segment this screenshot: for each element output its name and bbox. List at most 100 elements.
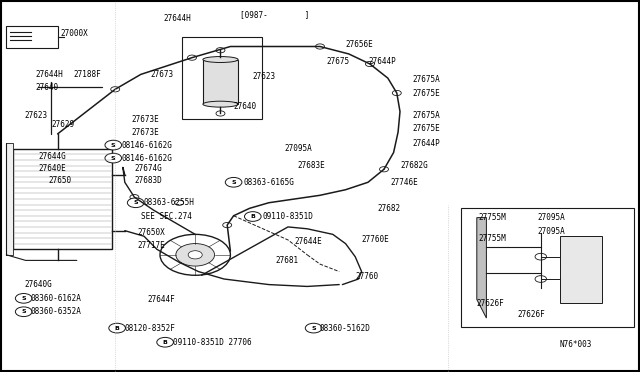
- Circle shape: [15, 294, 32, 303]
- Text: S: S: [21, 309, 26, 314]
- Circle shape: [223, 222, 232, 228]
- Text: S: S: [21, 296, 26, 301]
- Bar: [182, 37, 262, 119]
- Circle shape: [535, 253, 547, 260]
- Polygon shape: [477, 218, 486, 318]
- Circle shape: [175, 200, 184, 205]
- Text: 27673E: 27673E: [131, 128, 159, 137]
- Bar: [6, 26, 58, 48]
- Circle shape: [365, 61, 374, 67]
- Text: 27640: 27640: [35, 83, 58, 92]
- Circle shape: [216, 48, 225, 53]
- Circle shape: [15, 307, 32, 317]
- Circle shape: [109, 323, 125, 333]
- Text: SEE SEC.274: SEE SEC.274: [141, 212, 191, 221]
- Bar: [13, 149, 112, 249]
- Text: 27755M: 27755M: [479, 213, 506, 222]
- Text: 27746E: 27746E: [390, 178, 418, 187]
- Circle shape: [176, 244, 214, 266]
- Text: 27000X: 27000X: [61, 29, 88, 38]
- Text: 27650X: 27650X: [138, 228, 165, 237]
- Text: 09110-8351D 27706: 09110-8351D 27706: [173, 338, 252, 347]
- Text: 27626F: 27626F: [517, 310, 545, 319]
- Ellipse shape: [203, 57, 238, 62]
- Text: 27640E: 27640E: [38, 164, 66, 173]
- Text: [0987-        ]: [0987- ]: [240, 10, 309, 19]
- Text: 27675E: 27675E: [413, 89, 440, 97]
- Circle shape: [157, 337, 173, 347]
- Text: 27644E: 27644E: [294, 237, 322, 246]
- Circle shape: [111, 87, 120, 92]
- Text: 27682: 27682: [378, 204, 401, 213]
- Circle shape: [225, 177, 242, 187]
- Text: 27673E: 27673E: [131, 115, 159, 124]
- Text: 27095A: 27095A: [538, 213, 565, 222]
- Text: 08360-6352A: 08360-6352A: [31, 307, 81, 316]
- Circle shape: [130, 195, 139, 200]
- Text: 27626F: 27626F: [477, 299, 504, 308]
- Text: S: S: [111, 142, 116, 148]
- Circle shape: [244, 212, 261, 221]
- Text: 27683E: 27683E: [298, 161, 325, 170]
- Text: 27644H: 27644H: [35, 70, 63, 79]
- Circle shape: [305, 323, 322, 333]
- Bar: [560, 236, 602, 303]
- Text: 27656E: 27656E: [346, 40, 373, 49]
- Text: 27623: 27623: [253, 72, 276, 81]
- Text: 27640: 27640: [234, 102, 257, 110]
- Text: 08360-6162A: 08360-6162A: [31, 294, 81, 303]
- Text: 27640G: 27640G: [24, 280, 52, 289]
- Text: 27644P: 27644P: [368, 57, 396, 66]
- Text: 08120-8352F: 08120-8352F: [125, 324, 175, 333]
- Text: 27623: 27623: [24, 111, 47, 120]
- Ellipse shape: [203, 101, 238, 107]
- Text: 27644H: 27644H: [163, 14, 191, 23]
- Circle shape: [216, 111, 225, 116]
- Text: 27644F: 27644F: [147, 295, 175, 304]
- Text: B: B: [115, 326, 120, 331]
- Text: 27629: 27629: [51, 120, 74, 129]
- Text: 08146-6162G: 08146-6162G: [122, 141, 172, 150]
- Bar: [461, 208, 634, 327]
- Text: 08363-6165G: 08363-6165G: [243, 178, 294, 187]
- Circle shape: [105, 140, 122, 150]
- Text: B: B: [163, 340, 168, 345]
- Text: 27188F: 27188F: [74, 70, 101, 79]
- Text: 27755M: 27755M: [479, 234, 506, 243]
- Text: 27675A: 27675A: [413, 111, 440, 120]
- Text: 27675E: 27675E: [413, 124, 440, 133]
- Text: 27760: 27760: [355, 272, 378, 280]
- Text: 09110-8351D: 09110-8351D: [262, 212, 313, 221]
- Text: 08363-6255H: 08363-6255H: [144, 198, 195, 207]
- Text: 27644G: 27644G: [38, 152, 66, 161]
- Text: 27095A: 27095A: [538, 227, 565, 236]
- Text: 27682G: 27682G: [400, 161, 428, 170]
- Circle shape: [392, 90, 401, 96]
- Text: S: S: [111, 155, 116, 161]
- Circle shape: [535, 276, 547, 282]
- Circle shape: [188, 55, 196, 60]
- Text: 08360-5162D: 08360-5162D: [320, 324, 371, 333]
- Text: 27717E: 27717E: [138, 241, 165, 250]
- Circle shape: [160, 234, 230, 275]
- Text: B: B: [250, 214, 255, 219]
- Text: 27683D: 27683D: [134, 176, 162, 185]
- Text: 27650: 27650: [48, 176, 71, 185]
- Text: 27760E: 27760E: [362, 235, 389, 244]
- Text: 27095A: 27095A: [285, 144, 312, 153]
- Text: 27644P: 27644P: [413, 139, 440, 148]
- Circle shape: [105, 153, 122, 163]
- Text: 27673: 27673: [150, 70, 173, 79]
- Text: S: S: [311, 326, 316, 331]
- Circle shape: [380, 167, 388, 172]
- Text: 27674G: 27674G: [134, 164, 162, 173]
- Bar: [6, 143, 13, 255]
- Circle shape: [316, 44, 324, 49]
- Text: 08146-6162G: 08146-6162G: [122, 154, 172, 163]
- Text: N76*003: N76*003: [560, 340, 593, 349]
- Text: S: S: [133, 200, 138, 205]
- Text: 27675: 27675: [326, 57, 349, 66]
- Bar: [203, 60, 238, 104]
- Text: S: S: [231, 180, 236, 185]
- Text: 27681: 27681: [275, 256, 298, 265]
